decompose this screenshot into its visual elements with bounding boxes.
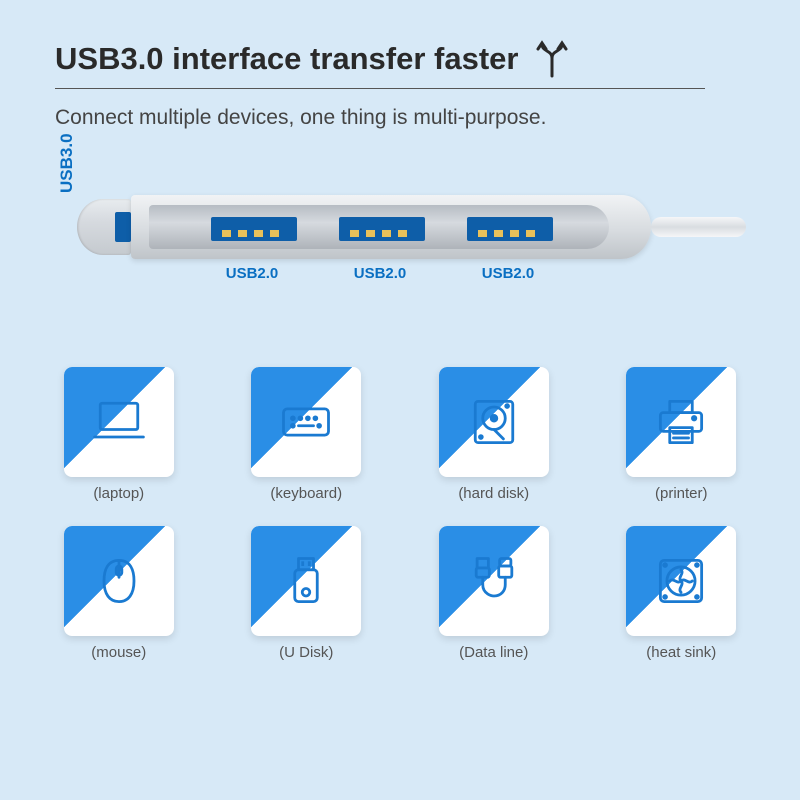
device-label: (heat sink): [618, 644, 746, 661]
branch-icon: [536, 40, 568, 78]
device-u-disk: (U Disk): [243, 526, 371, 661]
device-grid: (laptop) (keyboard) (hard disk) (printe: [55, 367, 745, 661]
mouse-icon: [89, 551, 149, 611]
port-label: USB2.0: [209, 265, 295, 282]
device-data-line: (Data line): [430, 526, 558, 661]
port-label: USB2.0: [337, 265, 423, 282]
device-mouse: (mouse): [55, 526, 183, 661]
device-label: (keyboard): [243, 485, 371, 502]
hub-end: [77, 199, 131, 255]
data-line-icon: [464, 551, 524, 611]
subtitle: Connect multiple devices, one thing is m…: [55, 103, 745, 133]
usb-port: [211, 217, 297, 241]
device-label: (hard disk): [430, 485, 558, 502]
device-keyboard: (keyboard): [243, 367, 371, 502]
device-heat-sink: (heat sink): [618, 526, 746, 661]
device-label: (laptop): [55, 485, 183, 502]
keyboard-icon: [276, 392, 336, 452]
port-label: USB2.0: [465, 265, 551, 282]
usb-port: [467, 217, 553, 241]
laptop-icon: [89, 392, 149, 452]
device-laptop: (laptop): [55, 367, 183, 502]
device-label: (Data line): [430, 644, 558, 661]
printer-icon: [651, 392, 711, 452]
u-disk-icon: [276, 551, 336, 611]
hard-disk-icon: [464, 392, 524, 452]
hub-body: [131, 195, 651, 259]
device-printer: (printer): [618, 367, 746, 502]
divider: [55, 88, 705, 89]
device-label: (printer): [618, 485, 746, 502]
device-label: (mouse): [55, 644, 183, 661]
page-title: USB3.0 interface transfer faster: [55, 41, 518, 77]
usb-port: [339, 217, 425, 241]
device-hard-disk: (hard disk): [430, 367, 558, 502]
hub-cable: [651, 217, 746, 237]
heat-sink-icon: [651, 551, 711, 611]
device-label: (U Disk): [243, 644, 371, 661]
usb3-end-label: USB3.0: [57, 134, 77, 194]
usb-hub-graphic: USB3.0 USB2.0 USB2.0 USB2.0: [55, 179, 745, 319]
